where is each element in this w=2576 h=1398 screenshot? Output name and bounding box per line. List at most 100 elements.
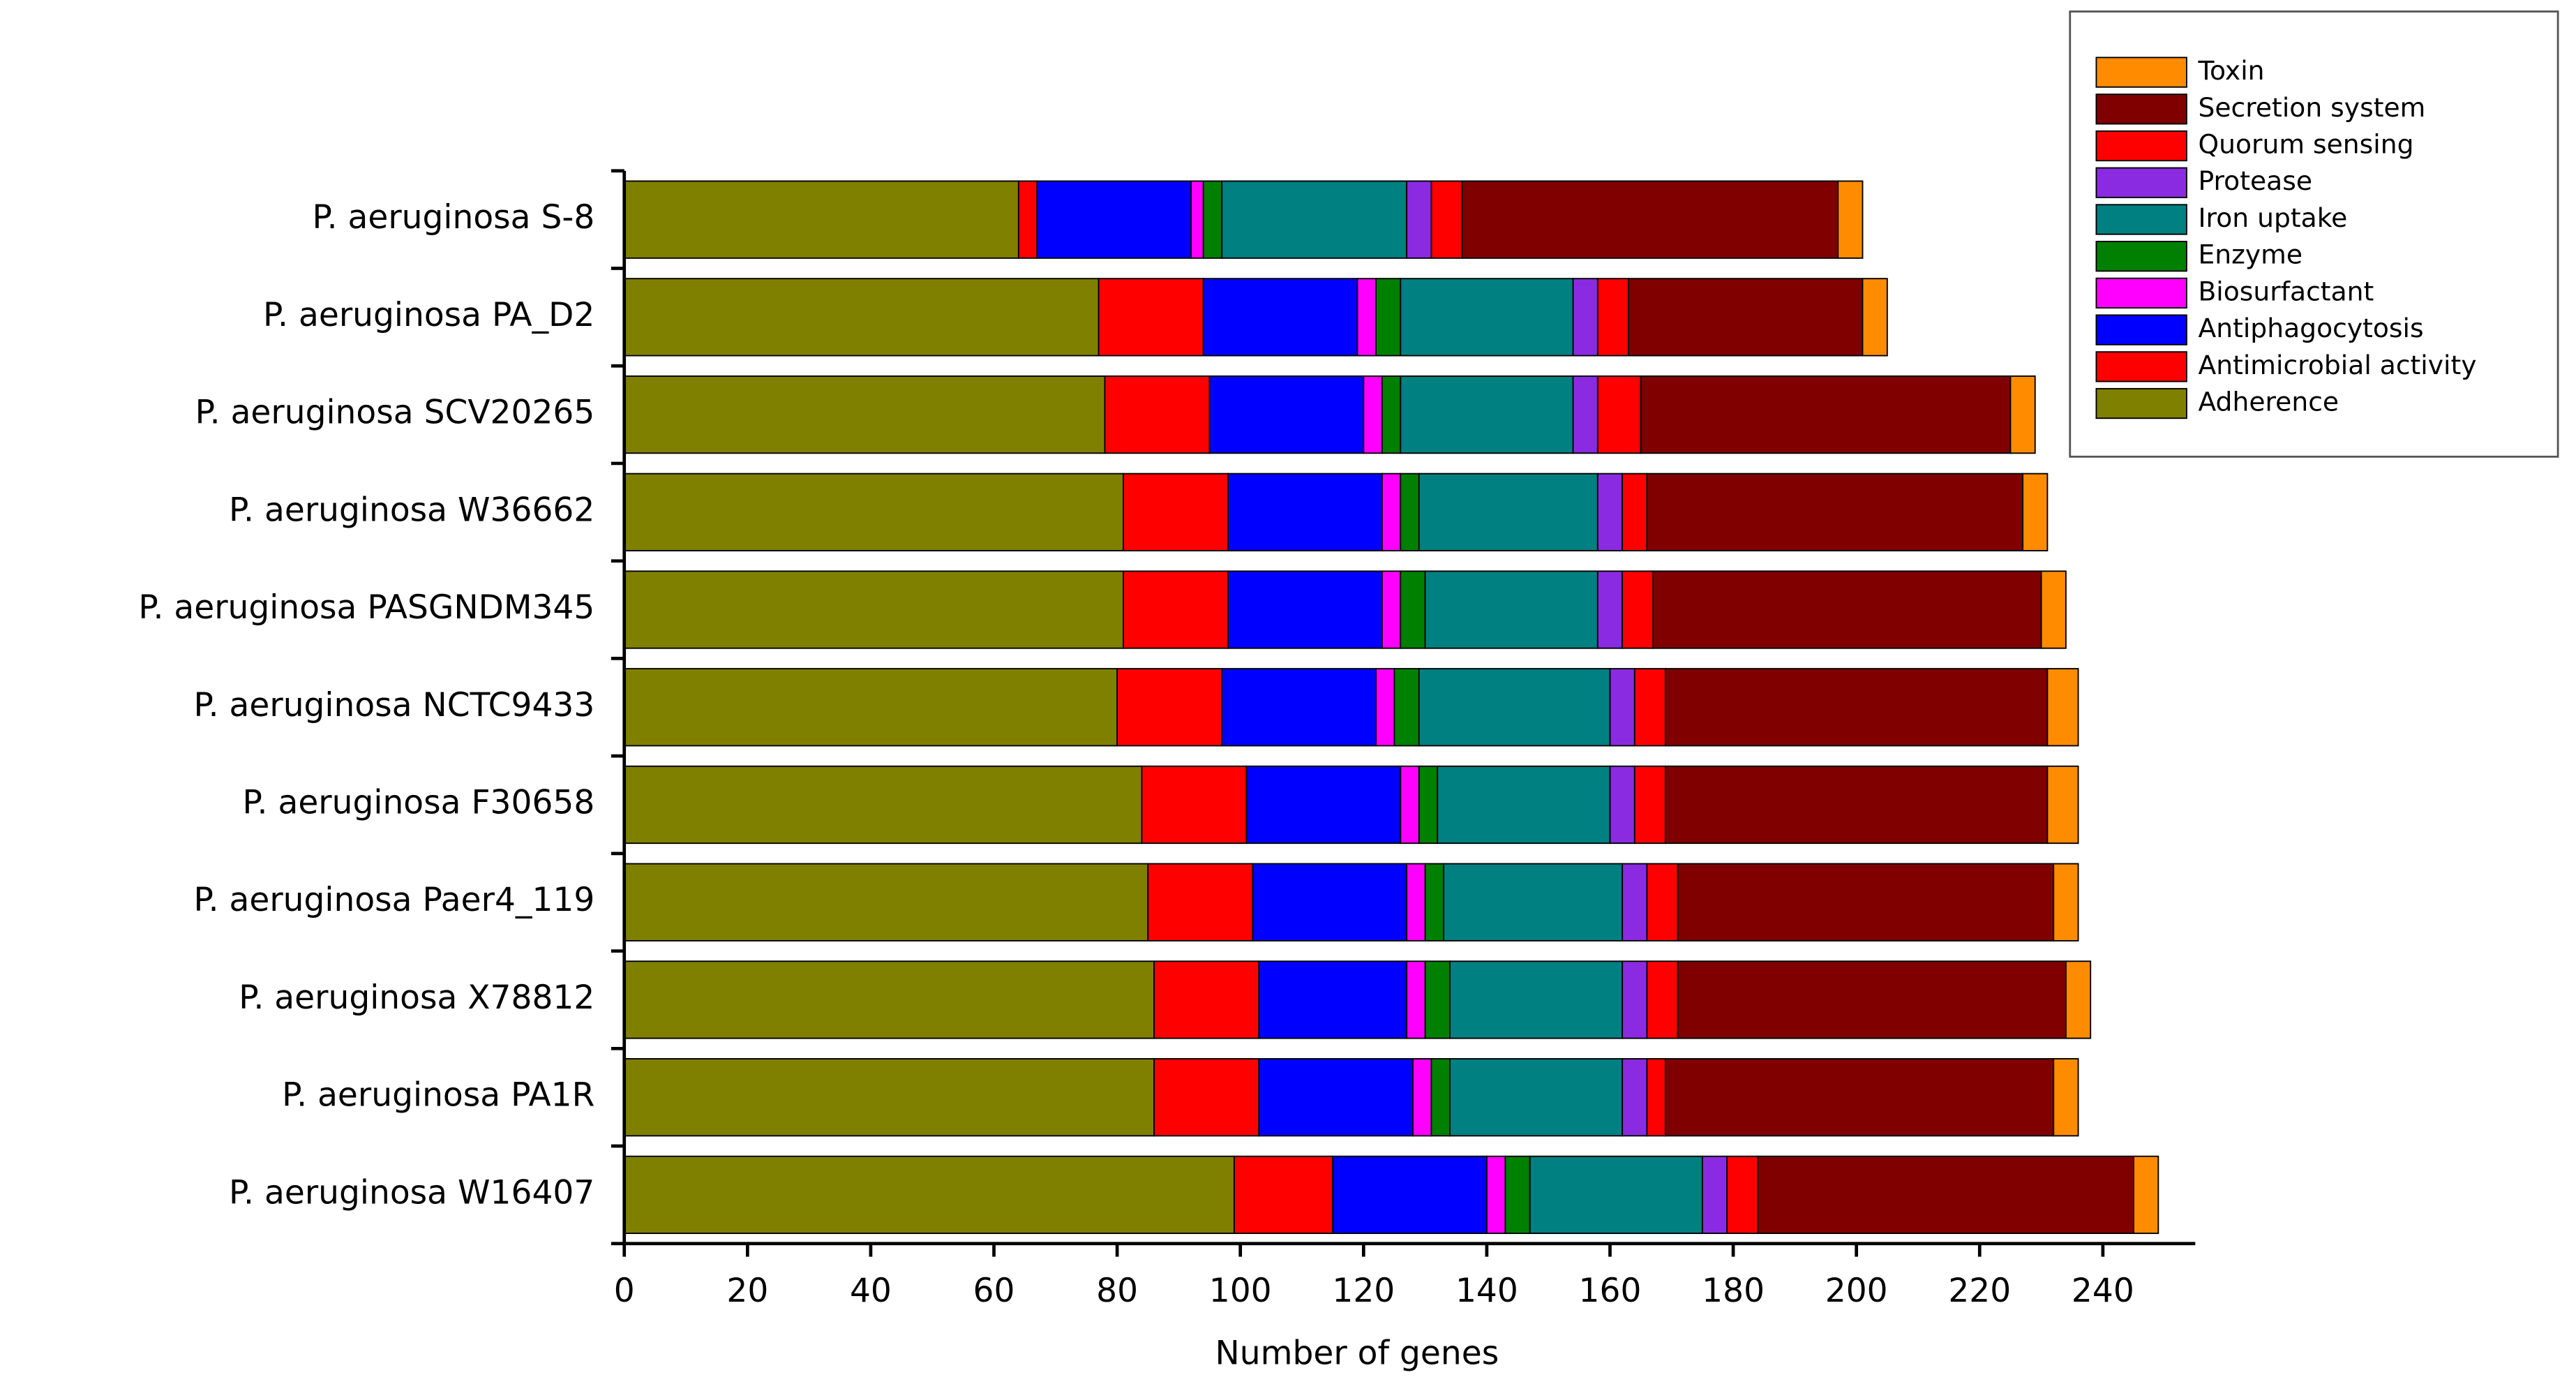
x-tick-label: 20 <box>726 1272 768 1310</box>
bar-segment <box>1190 180 1204 259</box>
bar-segment <box>1116 668 1223 747</box>
bar-segment <box>1233 1155 1334 1235</box>
bar-segment <box>1461 180 1839 259</box>
bar-segment <box>623 960 1155 1039</box>
bar-segment <box>1412 1058 1432 1137</box>
legend-swatch <box>2095 351 2187 382</box>
bar-segment <box>1400 375 1574 454</box>
bar-segment <box>623 180 1019 259</box>
bar-segment <box>1221 668 1377 747</box>
bar-segment <box>1363 375 1383 454</box>
bar-segment <box>1596 375 1642 454</box>
bar-segment <box>2053 863 2079 942</box>
bar-segment <box>623 1058 1155 1137</box>
legend-label: Antiphagocytosis <box>2198 313 2423 343</box>
bar-segment <box>1596 570 1624 649</box>
bar-segment <box>1596 473 1624 551</box>
bar-segment <box>1665 765 2049 845</box>
legend-label: Adherence <box>2198 387 2339 417</box>
legend-label: Iron uptake <box>2198 202 2347 233</box>
bar-segment <box>1646 960 1679 1039</box>
bar-segment <box>1862 278 1888 357</box>
x-tick-label: 120 <box>1332 1272 1395 1310</box>
bar-segment <box>1504 1155 1531 1235</box>
bar-segment <box>1628 278 1864 357</box>
bar-segment <box>2065 960 2092 1039</box>
bar-segment <box>1418 668 1611 747</box>
bar-segment <box>1400 570 1426 649</box>
bar-segment <box>1609 765 1635 845</box>
bar-segment <box>1123 570 1229 649</box>
bar-segment <box>1677 960 2067 1039</box>
bar-segment <box>1356 278 1377 357</box>
bar-segment <box>1424 960 1451 1039</box>
bar-segment <box>1665 668 2049 747</box>
bar-segment <box>1646 473 2024 551</box>
bar-segment <box>1208 375 1365 454</box>
bar-segment <box>1596 278 1629 357</box>
y-tick-label: P. aeruginosa SCV20265 <box>195 394 595 432</box>
bar-segment <box>2046 765 2079 845</box>
bar-segment <box>1252 863 1408 942</box>
bar-segment <box>1153 960 1260 1039</box>
legend-swatch <box>2095 387 2187 419</box>
bar-segment <box>2009 375 2036 454</box>
legend-label: Protease <box>2198 165 2312 196</box>
bar-segment <box>1400 473 1420 551</box>
bar-segment <box>1633 765 1666 845</box>
bar-segment <box>2053 1058 2079 1137</box>
bar-segment <box>1227 570 1383 649</box>
y-tick-label: P. aeruginosa Paer4_119 <box>194 881 595 919</box>
bar-segment <box>1381 375 1402 454</box>
bar-segment <box>1123 473 1229 551</box>
bar-segment <box>1652 570 2042 649</box>
bar-segment <box>1702 1155 1728 1235</box>
bar-segment <box>1424 863 1445 942</box>
y-tick-label: P. aeruginosa PASGNDM345 <box>138 588 594 627</box>
x-tick-label: 0 <box>614 1272 635 1310</box>
bar-segment <box>1665 1058 2055 1137</box>
bar-segment <box>1437 765 1611 845</box>
y-tick-label: P. aeruginosa X78812 <box>239 979 594 1017</box>
x-tick-label: 60 <box>973 1272 1015 1310</box>
bar-segment <box>1375 668 1395 747</box>
bar-segment <box>1418 765 1439 845</box>
legend-label: Secretion system <box>2198 92 2425 123</box>
bar-segment <box>623 765 1143 845</box>
bar-segment <box>1381 570 1402 649</box>
bar-segment <box>1529 1155 1703 1235</box>
y-tick-label: P. aeruginosa W16407 <box>229 1173 594 1212</box>
bar-segment <box>1424 570 1598 649</box>
legend-label: Quorum sensing <box>2198 129 2413 160</box>
y-tick-label: P. aeruginosa PA1R <box>282 1076 594 1115</box>
legend-label: Antimicrobial activity <box>2198 350 2476 380</box>
bar-segment <box>1443 863 1624 942</box>
bar-segment <box>1153 1058 1260 1137</box>
bar-segment <box>1332 1155 1488 1235</box>
bar-segment <box>1202 180 1223 259</box>
bar-segment <box>1430 180 1463 259</box>
bar-segment <box>1036 180 1192 259</box>
x-tick-label: 240 <box>2072 1272 2134 1310</box>
bar-segment <box>1245 765 1402 845</box>
bar-segment <box>1677 863 2055 942</box>
x-tick-label: 40 <box>850 1272 892 1310</box>
bar-segment <box>1622 960 1648 1039</box>
bar-segment <box>1147 863 1254 942</box>
bar-segment <box>1227 473 1383 551</box>
x-tick-label: 220 <box>1948 1272 2011 1310</box>
bar-segment <box>623 863 1149 942</box>
bar-segment <box>623 668 1118 747</box>
bar-segment <box>1646 863 1679 942</box>
bar-segment <box>623 1155 1235 1235</box>
y-tick-label: P. aeruginosa F30658 <box>242 783 594 821</box>
legend-swatch <box>2095 204 2187 235</box>
x-tick-label: 140 <box>1455 1272 1518 1310</box>
bar-segment <box>1406 960 1426 1039</box>
bar-segment <box>1609 668 1635 747</box>
bar-segment <box>1757 1155 2134 1235</box>
bar-segment <box>1633 668 1666 747</box>
bar-segment <box>1017 180 1038 259</box>
bar-segment <box>1202 278 1358 357</box>
bar-segment <box>1622 1058 1648 1137</box>
